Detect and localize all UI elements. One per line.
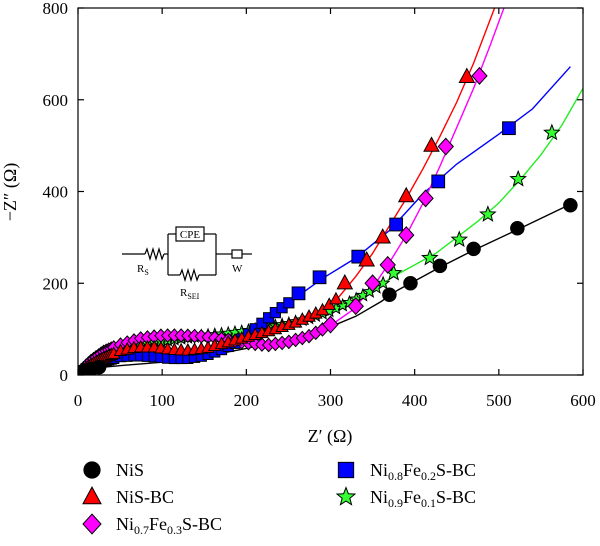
point-ni0-7fe0-3s-bc <box>471 66 488 85</box>
x-tick-label: 300 <box>318 391 344 410</box>
legend-item-nis-bc: NiS-BC <box>82 486 174 507</box>
x-tick-label: 400 <box>402 391 428 410</box>
marker-nis-bc <box>329 291 343 305</box>
point-nis-bc <box>336 273 354 290</box>
axes: 0 100 200 300 400 500 600 0 200 400 600 800 <box>43 0 596 410</box>
point-ni0-9fe0-1s-bc <box>509 169 527 187</box>
x-tick-label: 200 <box>234 391 260 410</box>
legend-item-ni0-9fe0-1s-bc: Ni0.9Fe0.1S-BC <box>335 486 476 510</box>
legend-label-ni0-8fe0-2s-bc: Ni0.8Fe0.2S-BC <box>370 460 476 483</box>
rs-label: RS <box>137 263 149 277</box>
legend-marker-ni0-8fe0-2s-bc <box>337 461 355 479</box>
legend-marker-ni0-9fe0-1s-bc <box>335 486 357 506</box>
x-axis-label: Z′ (Ω) <box>308 426 353 447</box>
point-ni0-7fe0-3s-bc <box>364 274 381 293</box>
point-ni0-7fe0-3s-bc <box>437 137 454 156</box>
point-nis-bc <box>397 186 415 203</box>
x-tick-label: 500 <box>486 391 512 410</box>
legend-item-ni0-7fe0-3s-bc: Ni0.7Fe0.3S-BC <box>82 513 222 537</box>
point-nis-bc <box>458 67 476 83</box>
legend-item-ni0-8fe0-2s-bc: Ni0.8Fe0.2S-BC <box>337 460 476 483</box>
point-nis <box>563 198 578 213</box>
legend: NiS NiS-BC Ni0.7Fe0.3S-BC Ni0.8Fe0.2S-BC Ni0… <box>82 460 476 537</box>
plot-area <box>78 8 583 375</box>
legend-label-ni0-9fe0-1s-bc: Ni0.9Fe0.1S-BC <box>370 487 476 510</box>
point-nis <box>466 241 481 257</box>
x-tick-label: 100 <box>149 391 175 410</box>
point-nis <box>403 276 418 291</box>
point-nis-bc <box>374 228 392 244</box>
point-ni0-8fe0-2s-bc <box>389 217 404 232</box>
point-ni0-7fe0-3s-bc <box>398 226 415 245</box>
y-axis-label: −Z″ (Ω) <box>0 163 21 222</box>
marker-ni0-8fe0-2s-bc <box>283 297 295 309</box>
point-ni0-9fe0-1s-bc <box>479 205 497 222</box>
point-nis-bc <box>358 251 376 267</box>
y-tick-label: 0 <box>60 366 69 385</box>
point-ni0-8fe0-2s-bc <box>312 270 327 285</box>
point-ni0-8fe0-2s-bc <box>502 121 516 136</box>
legend-label-ni0-7fe0-3s-bc: Ni0.7Fe0.3S-BC <box>116 514 222 537</box>
point-ni0-7fe0-3s-bc <box>322 315 339 334</box>
w-label: W <box>232 263 243 275</box>
point-ni0-7fe0-3s-bc <box>379 255 396 274</box>
point-ni0-8fe0-2s-bc <box>291 286 306 301</box>
legend-label-nis-bc: NiS-BC <box>116 487 174 507</box>
point-ni0-7fe0-3s-bc <box>347 297 364 316</box>
x-tick-label: 600 <box>570 391 596 410</box>
x-tick-label: 0 <box>74 391 83 410</box>
point-ni0-8fe0-2s-bc <box>431 174 446 189</box>
y-tick-label: 600 <box>43 91 69 110</box>
point-nis <box>91 359 107 375</box>
y-tick-label: 200 <box>43 274 69 293</box>
legend-marker-nis-bc <box>82 486 102 505</box>
point-nis <box>382 287 397 302</box>
y-tick-label: 800 <box>43 0 69 18</box>
fit-line-nis-bc <box>78 8 496 375</box>
cpe-label: CPE <box>180 229 200 241</box>
point-ni0-9fe0-1s-bc <box>421 248 439 266</box>
legend-label-nis: NiS <box>116 460 144 480</box>
equivalent-circuit-inset: CPE RS RSEI W <box>122 226 252 301</box>
rsei-label: RSEI <box>180 287 200 301</box>
point-ni0-9fe0-1s-bc <box>543 123 561 141</box>
point-nis-bc <box>423 136 440 152</box>
y-tick-label: 400 <box>43 183 69 202</box>
point-ni0-9fe0-1s-bc <box>450 230 469 248</box>
legend-item-nis: NiS <box>83 460 144 480</box>
legend-marker-nis <box>83 461 101 479</box>
warburg-element <box>231 249 243 259</box>
legend-marker-ni0-7fe0-3s-bc <box>82 513 102 535</box>
point-nis <box>510 220 525 236</box>
point-nis <box>432 258 448 274</box>
point-ni0-7fe0-3s-bc <box>417 189 434 208</box>
series-layer <box>78 8 583 375</box>
